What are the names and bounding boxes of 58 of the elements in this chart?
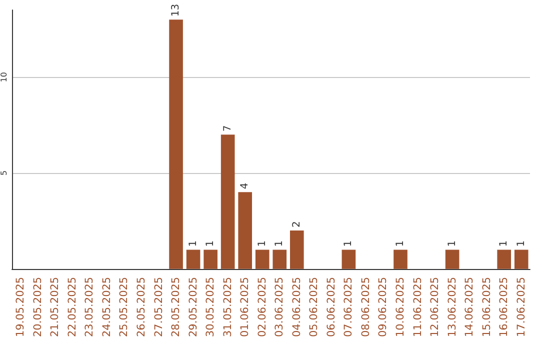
- bar: [220, 134, 235, 269]
- x-tick-label: 01.06.2025: [239, 276, 252, 338]
- data-label: 1: [274, 240, 286, 247]
- bar: [169, 20, 183, 269]
- x-tick-label: 25.05.2025: [118, 276, 130, 338]
- x-tick-label: 17.06.2025: [515, 276, 528, 338]
- data-label: 4: [240, 182, 251, 190]
- data-label: 13: [170, 4, 182, 17]
- x-tick-label: 31.05.2025: [222, 276, 234, 338]
- x-tick-label: 14.06.2025: [464, 276, 476, 338]
- x-tick-label: 15.06.2025: [480, 276, 493, 338]
- bar: [290, 230, 304, 269]
- y-tick-label: 5: [0, 170, 8, 176]
- x-tick-label: 26.05.2025: [136, 276, 148, 338]
- x-tick-label: 13.06.2025: [446, 276, 458, 338]
- x-tick-label: 09.06.2025: [377, 276, 390, 338]
- x-tick-label: 07.06.2025: [342, 276, 355, 338]
- x-tick-label: 12.06.2025: [429, 276, 442, 338]
- bar: [497, 250, 512, 269]
- data-label: 7: [222, 125, 234, 132]
- data-label: 1: [256, 240, 268, 247]
- bar: [394, 250, 408, 269]
- x-tick-label: 21.05.2025: [49, 276, 62, 338]
- bar: [238, 192, 252, 269]
- data-label: 2: [291, 221, 302, 228]
- x-tick-label: 11.06.2025: [412, 276, 424, 338]
- data-label: 1: [516, 240, 527, 247]
- data-label: 1: [395, 240, 406, 247]
- x-tick-label: 23.05.2025: [84, 276, 96, 338]
- x-tick-label: 06.06.2025: [325, 276, 338, 338]
- data-label: 1: [498, 240, 510, 247]
- x-tick-label: 22.05.2025: [66, 276, 78, 338]
- x-tick-label: 30.05.2025: [204, 276, 217, 338]
- x-tick-label: 02.06.2025: [256, 276, 268, 338]
- bar: [445, 250, 460, 269]
- x-tick-label: 27.05.2025: [152, 276, 165, 338]
- data-label: 1: [446, 240, 458, 247]
- data-label: 1: [205, 240, 216, 247]
- x-tick-label: 19.05.2025: [14, 276, 27, 338]
- bar: [186, 250, 200, 269]
- bar: [255, 250, 270, 269]
- bar: [204, 250, 218, 269]
- x-tick-label: 16.06.2025: [498, 276, 510, 338]
- data-label: 1: [188, 240, 199, 247]
- x-tick-label: 08.06.2025: [360, 276, 372, 338]
- x-tick-label: 05.06.2025: [308, 276, 320, 338]
- x-tick-label: 10.06.2025: [394, 276, 406, 338]
- x-tick-label: 28.05.2025: [170, 276, 182, 338]
- data-label: 1: [343, 240, 354, 247]
- x-tick-label: 04.06.2025: [290, 276, 303, 338]
- x-tick-label: 29.05.2025: [187, 276, 200, 338]
- bar: [342, 250, 356, 269]
- x-tick-label: 20.05.2025: [32, 276, 44, 338]
- x-tick-label: 24.05.2025: [100, 276, 113, 338]
- bar: [514, 250, 528, 269]
- x-tick-label: 03.06.2025: [274, 276, 286, 338]
- bar: [272, 250, 287, 269]
- y-tick-label: 10: [0, 72, 8, 82]
